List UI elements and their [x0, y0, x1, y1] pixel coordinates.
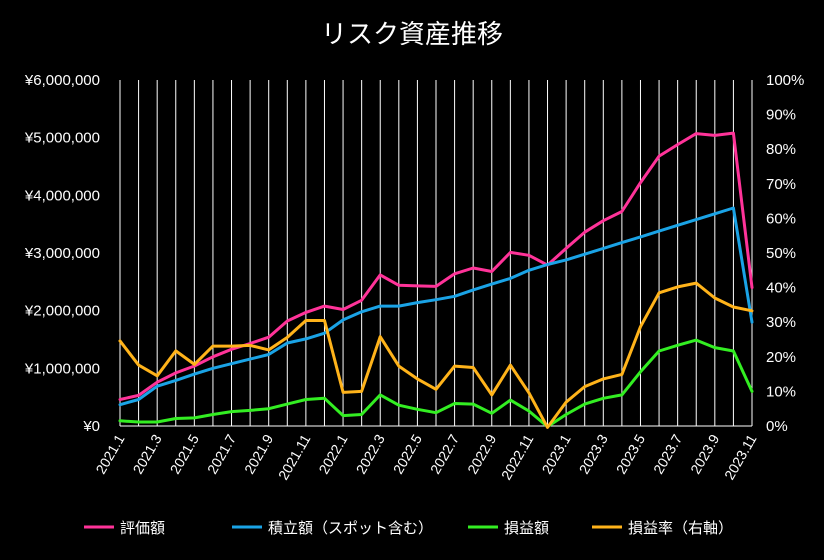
y-right-tick-label: 20%	[766, 349, 796, 366]
y-right-tick-label: 40%	[766, 280, 796, 297]
chart-title: リスク資産推移	[321, 20, 503, 50]
y-left-tick-label: ¥0	[82, 418, 100, 435]
legend-label: 積立額（スポット含む）	[268, 519, 433, 537]
legend-label: 損益率（右軸）	[628, 519, 733, 537]
y-left-tick-label: ¥1,000,000	[24, 360, 100, 377]
y-right-tick-label: 80%	[766, 141, 796, 158]
y-left-tick-label: ¥2,000,000	[24, 303, 100, 320]
y-left-tick-label: ¥4,000,000	[24, 187, 100, 204]
legend-label: 損益額	[504, 519, 549, 537]
y-right-tick-label: 0%	[766, 418, 788, 435]
plot-area	[118, 131, 754, 429]
y-left-tick-label: ¥6,000,000	[24, 72, 100, 89]
y-right-tick-label: 60%	[766, 210, 796, 227]
y-right-tick-label: 50%	[766, 245, 796, 262]
y-right-tick-label: 30%	[766, 314, 796, 331]
series-line	[118, 281, 754, 429]
legend: 評価額 積立額（スポット含む） 損益額 損益率（右軸）	[84, 519, 733, 537]
series-line	[118, 206, 754, 407]
y-right-tick-label: 100%	[766, 72, 804, 89]
y-right-tick-label: 10%	[766, 383, 796, 400]
y-right-tick-label: 90%	[766, 107, 796, 124]
y-left-tick-label: ¥5,000,000	[24, 130, 100, 147]
left-axis: ¥0 ¥1,000,000 ¥2,000,000 ¥3,000,000 ¥4,000,0…	[24, 72, 100, 435]
right-axis: 0% 10% 20% 30% 40% 50% 60% 70% 80% 90% 100%	[766, 72, 804, 435]
series-line	[118, 131, 754, 401]
y-right-tick-label: 70%	[766, 176, 796, 193]
y-left-tick-label: ¥3,000,000	[24, 245, 100, 262]
series-line	[118, 338, 754, 429]
legend-label: 評価額	[120, 519, 165, 537]
